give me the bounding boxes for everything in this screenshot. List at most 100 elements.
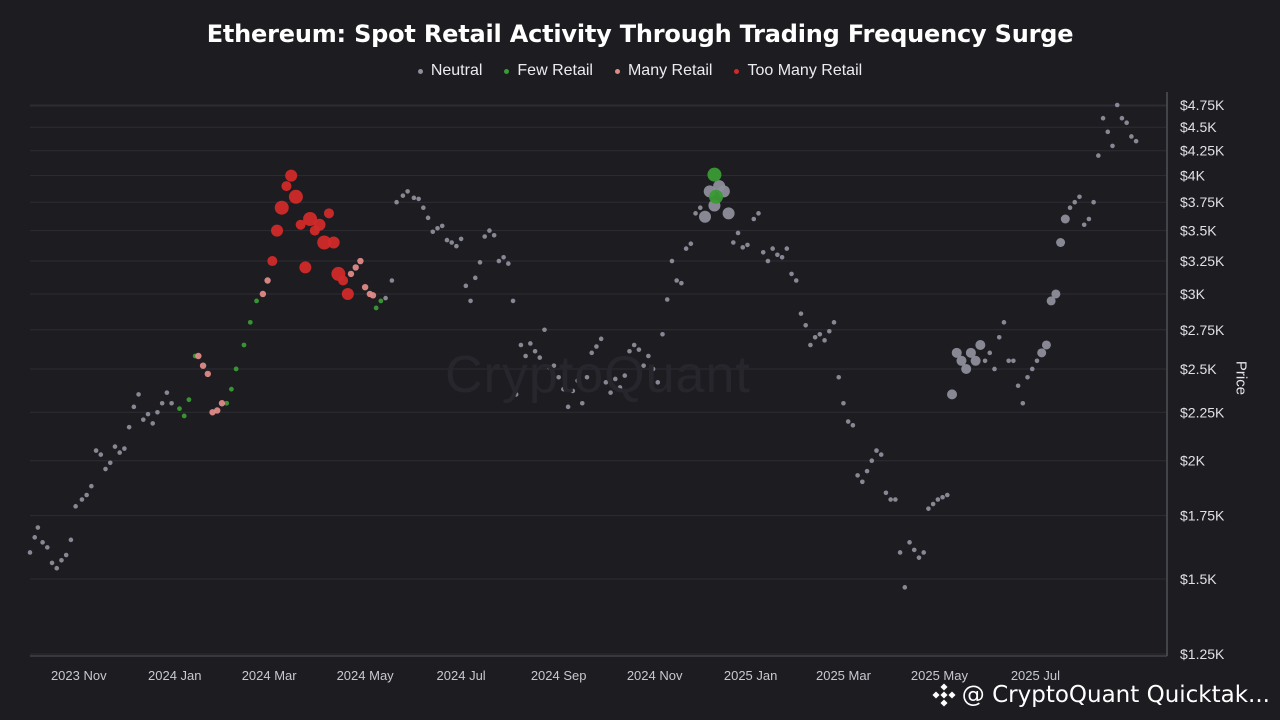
point-neutral xyxy=(458,236,464,242)
point-neutral xyxy=(1029,366,1035,372)
point-neutral xyxy=(996,335,1002,340)
legend-label: Many Retail xyxy=(627,62,713,79)
point-neutral xyxy=(812,335,818,340)
y-tick-label: $2.5K xyxy=(1180,361,1217,377)
point-neutral xyxy=(54,565,60,571)
point-neutral xyxy=(650,366,656,372)
point-neutral xyxy=(1060,214,1070,224)
point-neutral xyxy=(631,342,637,348)
point-neutral xyxy=(27,550,33,555)
point-neutral xyxy=(136,392,141,397)
point-neutral xyxy=(798,311,804,316)
point-neutral xyxy=(617,385,623,390)
point-neutral xyxy=(40,540,45,545)
point-many-retail xyxy=(218,400,226,407)
point-neutral xyxy=(613,376,618,382)
point-many-retail xyxy=(361,283,369,291)
point-too-many-retail xyxy=(288,189,303,204)
point-neutral xyxy=(878,452,884,457)
point-neutral xyxy=(1034,358,1040,364)
point-neutral xyxy=(164,390,170,395)
point-neutral xyxy=(669,258,675,264)
point-few-retail xyxy=(186,397,192,403)
point-neutral xyxy=(112,444,118,449)
point-neutral xyxy=(528,341,533,346)
point-neutral xyxy=(1133,138,1139,144)
point-neutral xyxy=(1119,115,1125,121)
point-neutral xyxy=(89,483,94,489)
point-neutral xyxy=(523,353,528,359)
y-axis-label: Price xyxy=(1232,360,1250,396)
point-neutral xyxy=(425,215,431,221)
data-points xyxy=(27,102,1139,590)
point-neutral xyxy=(169,400,174,406)
point-neutral xyxy=(63,552,69,558)
point-neutral xyxy=(103,466,108,472)
point-neutral xyxy=(477,260,483,265)
point-neutral xyxy=(808,342,813,348)
point-neutral xyxy=(117,450,122,455)
point-neutral xyxy=(584,374,590,380)
x-tick-label: 2024 May xyxy=(337,668,395,683)
point-too-many-retail xyxy=(285,169,298,182)
x-tick-label: 2025 May xyxy=(911,668,969,683)
legend-item-few-retail[interactable]: Few Retail xyxy=(504,62,593,80)
point-neutral xyxy=(1091,199,1096,205)
point-neutral xyxy=(59,557,64,563)
point-neutral xyxy=(822,338,827,343)
point-neutral xyxy=(49,560,55,566)
point-many-retail xyxy=(199,362,207,369)
point-neutral xyxy=(518,342,524,348)
axes: $1.25K $1.5K $1.75K $2K $2.25K $2.5K $2.75K $3K… xyxy=(30,92,1225,683)
legend-item-many-retail[interactable]: Many Retail xyxy=(614,62,713,80)
point-neutral xyxy=(902,585,908,590)
point-neutral xyxy=(940,494,945,500)
legend-label: Too Many Retail xyxy=(747,62,863,79)
legend-marker xyxy=(734,68,740,74)
point-neutral xyxy=(664,297,670,302)
legend-marker xyxy=(417,68,423,74)
point-neutral xyxy=(73,504,78,509)
point-neutral xyxy=(907,540,912,545)
y-tick-label: $2.25K xyxy=(1180,404,1225,420)
point-neutral xyxy=(84,492,89,498)
point-neutral xyxy=(579,400,585,406)
point-neutral xyxy=(897,550,903,555)
point-neutral xyxy=(1020,400,1026,406)
point-neutral xyxy=(570,388,576,394)
point-neutral xyxy=(1124,120,1129,125)
point-neutral xyxy=(537,355,543,360)
legend: Neutral Few Retail Many Retail Too Many … xyxy=(0,62,1280,80)
point-neutral xyxy=(646,353,651,359)
point-neutral xyxy=(987,350,993,356)
point-neutral xyxy=(693,211,698,216)
grid-layer xyxy=(30,104,1166,655)
point-too-many-retail xyxy=(267,256,278,267)
point-neutral xyxy=(916,555,922,560)
x-tick-label: 2025 Jan xyxy=(724,668,778,683)
point-neutral xyxy=(698,210,711,223)
binance-logo-icon xyxy=(932,683,956,707)
point-too-many-retail xyxy=(317,235,332,250)
y-tick-label: $1.5K xyxy=(1180,571,1217,587)
point-few-retail xyxy=(228,386,234,392)
point-few-retail xyxy=(378,298,384,304)
y-tick-label: $4.5K xyxy=(1180,119,1217,135)
y-tick-label: $4.25K xyxy=(1180,143,1225,159)
point-neutral xyxy=(155,409,160,415)
point-too-many-retail xyxy=(299,261,312,274)
legend-item-too-many-retail[interactable]: Too Many Retail xyxy=(734,62,862,80)
legend-marker xyxy=(614,68,620,74)
point-neutral xyxy=(430,229,436,235)
point-few-retail xyxy=(707,167,722,182)
point-neutral xyxy=(79,497,85,502)
point-neutral xyxy=(789,271,794,277)
legend-item-neutral[interactable]: Neutral xyxy=(417,62,482,80)
point-many-retail xyxy=(259,290,267,298)
y-tick-label: $3.25K xyxy=(1180,253,1225,269)
point-neutral xyxy=(506,261,511,266)
point-neutral xyxy=(594,344,599,349)
point-too-many-retail xyxy=(338,275,349,286)
point-neutral xyxy=(660,331,665,337)
point-too-many-retail xyxy=(313,218,326,231)
